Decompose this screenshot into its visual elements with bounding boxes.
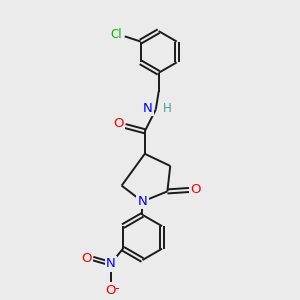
Text: -: - <box>115 282 119 295</box>
Text: O: O <box>113 117 124 130</box>
Text: O: O <box>81 252 92 265</box>
Text: N: N <box>106 257 116 270</box>
Text: N: N <box>143 102 153 115</box>
Text: H: H <box>162 102 171 115</box>
Text: N: N <box>138 195 147 208</box>
Text: O: O <box>190 184 201 196</box>
Text: O: O <box>106 284 116 297</box>
Text: Cl: Cl <box>111 28 122 40</box>
